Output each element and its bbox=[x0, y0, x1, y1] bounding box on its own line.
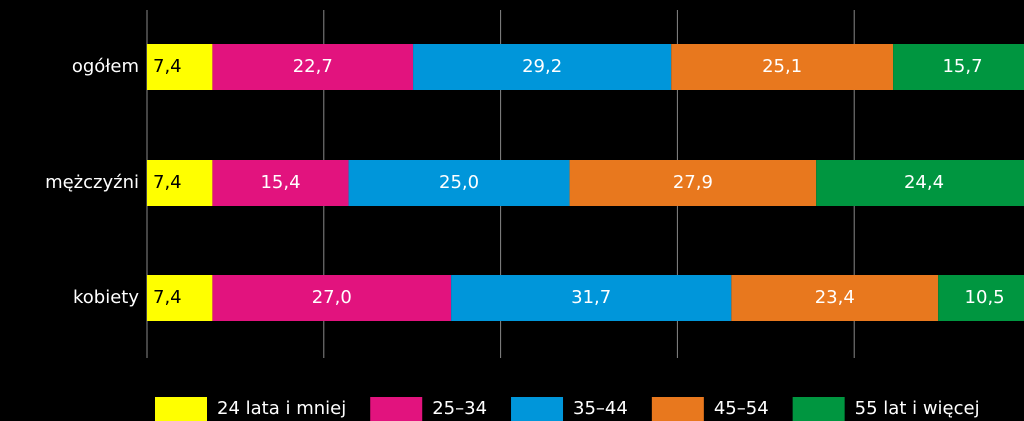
legend-label: 55 lat i więcej bbox=[855, 398, 980, 419]
category-label: ogółem bbox=[72, 56, 139, 77]
value-label: 31,7 bbox=[571, 287, 611, 308]
bar-segment bbox=[212, 44, 414, 90]
bar-segment bbox=[671, 44, 894, 90]
category-label: kobiety bbox=[73, 287, 139, 308]
value-label: 23,4 bbox=[815, 287, 855, 308]
value-label: 7,4 bbox=[153, 56, 182, 77]
legend-label: 35–44 bbox=[573, 398, 628, 419]
bar-segment bbox=[413, 44, 672, 90]
bar-segment bbox=[938, 275, 1024, 321]
bar-segment bbox=[451, 275, 732, 321]
value-label: 22,7 bbox=[293, 56, 333, 77]
bar-segment bbox=[816, 160, 1024, 206]
value-label: 15,7 bbox=[942, 56, 982, 77]
value-label: 27,0 bbox=[312, 287, 352, 308]
legend-label: 24 lata i mniej bbox=[217, 398, 346, 419]
value-label: 15,4 bbox=[260, 172, 300, 193]
legend-label: 45–54 bbox=[714, 398, 769, 419]
legend-swatch bbox=[651, 397, 704, 421]
legend-swatch bbox=[370, 397, 423, 421]
bar-segment bbox=[893, 44, 1024, 90]
value-label: 29,2 bbox=[522, 56, 562, 77]
legend-swatch bbox=[511, 397, 564, 421]
legend-swatch bbox=[155, 397, 207, 421]
bar-segment bbox=[212, 160, 349, 206]
value-label: 25,1 bbox=[762, 56, 802, 77]
bar-segment bbox=[147, 160, 213, 206]
value-label: 7,4 bbox=[153, 172, 182, 193]
bar-segment bbox=[212, 275, 452, 321]
value-label: 7,4 bbox=[153, 287, 182, 308]
bar-segment bbox=[731, 275, 939, 321]
bar-segment bbox=[569, 160, 817, 206]
value-label: 27,9 bbox=[673, 172, 713, 193]
bar-segment bbox=[348, 160, 570, 206]
legend-swatch bbox=[792, 397, 845, 421]
category-label: mężczyźni bbox=[45, 172, 139, 193]
bar-segment bbox=[147, 275, 213, 321]
value-label: 10,5 bbox=[965, 287, 1005, 308]
legend-label: 25–34 bbox=[432, 398, 487, 419]
value-label: 24,4 bbox=[904, 172, 944, 193]
value-label: 25,0 bbox=[439, 172, 479, 193]
bar-segment bbox=[147, 44, 213, 90]
